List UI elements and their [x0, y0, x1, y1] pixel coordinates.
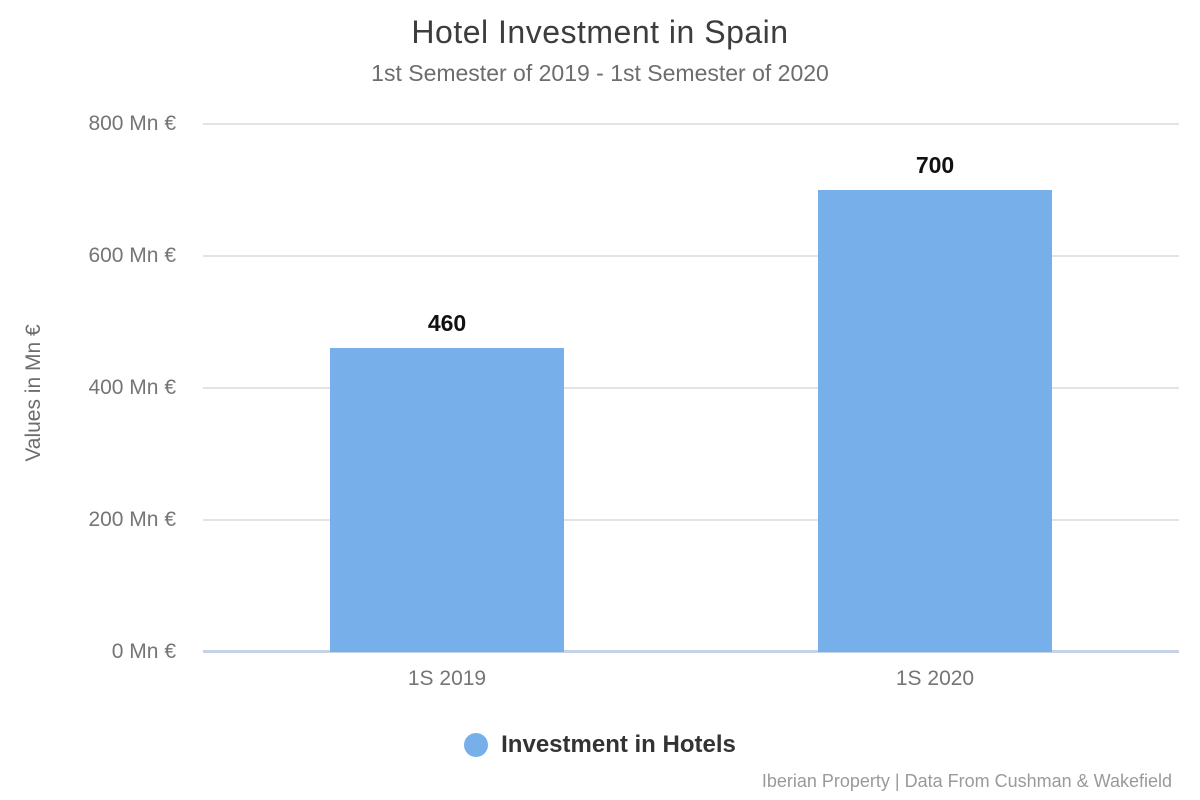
y-tick-label-400: 400 Mn €: [88, 376, 176, 399]
bar-1s-2020[interactable]: [818, 190, 1052, 652]
x-tick-label-1s-2019: 1S 2019: [407, 667, 487, 690]
bar-value-label: 700: [915, 152, 955, 178]
plot-area: 460 700: [203, 123, 1179, 653]
chart-title: Hotel Investment in Spain: [411, 14, 789, 50]
chart-subtitle: 1st Semester of 2019 - 1st Semester of 2…: [371, 60, 829, 86]
source-credit: Iberian Property | Data From Cushman & W…: [761, 771, 1172, 791]
bar-column-1s-2019: 460: [330, 124, 564, 652]
legend-label: Investment in Hotels: [501, 731, 736, 758]
gridline-200: [203, 519, 1179, 521]
y-tick-label-0: 0 Mn €: [111, 640, 176, 663]
legend[interactable]: Investment in Hotels: [0, 728, 1200, 762]
gridline-600: [203, 255, 1179, 257]
bar-column-1s-2020: 700: [818, 124, 1052, 652]
y-tick-label-800: 800 Mn €: [88, 112, 176, 135]
gridline-400: [203, 387, 1179, 389]
x-tick-label-1s-2020: 1S 2020: [895, 667, 975, 690]
y-tick-label-200: 200 Mn €: [88, 508, 176, 531]
bar-value-label: 460: [427, 310, 467, 337]
y-tick-label-600: 600 Mn €: [88, 244, 176, 267]
x-axis-line: [203, 650, 1179, 653]
gridline-800: [203, 123, 1179, 125]
bar-1s-2019[interactable]: [330, 348, 564, 652]
legend-marker-icon: [464, 733, 489, 757]
